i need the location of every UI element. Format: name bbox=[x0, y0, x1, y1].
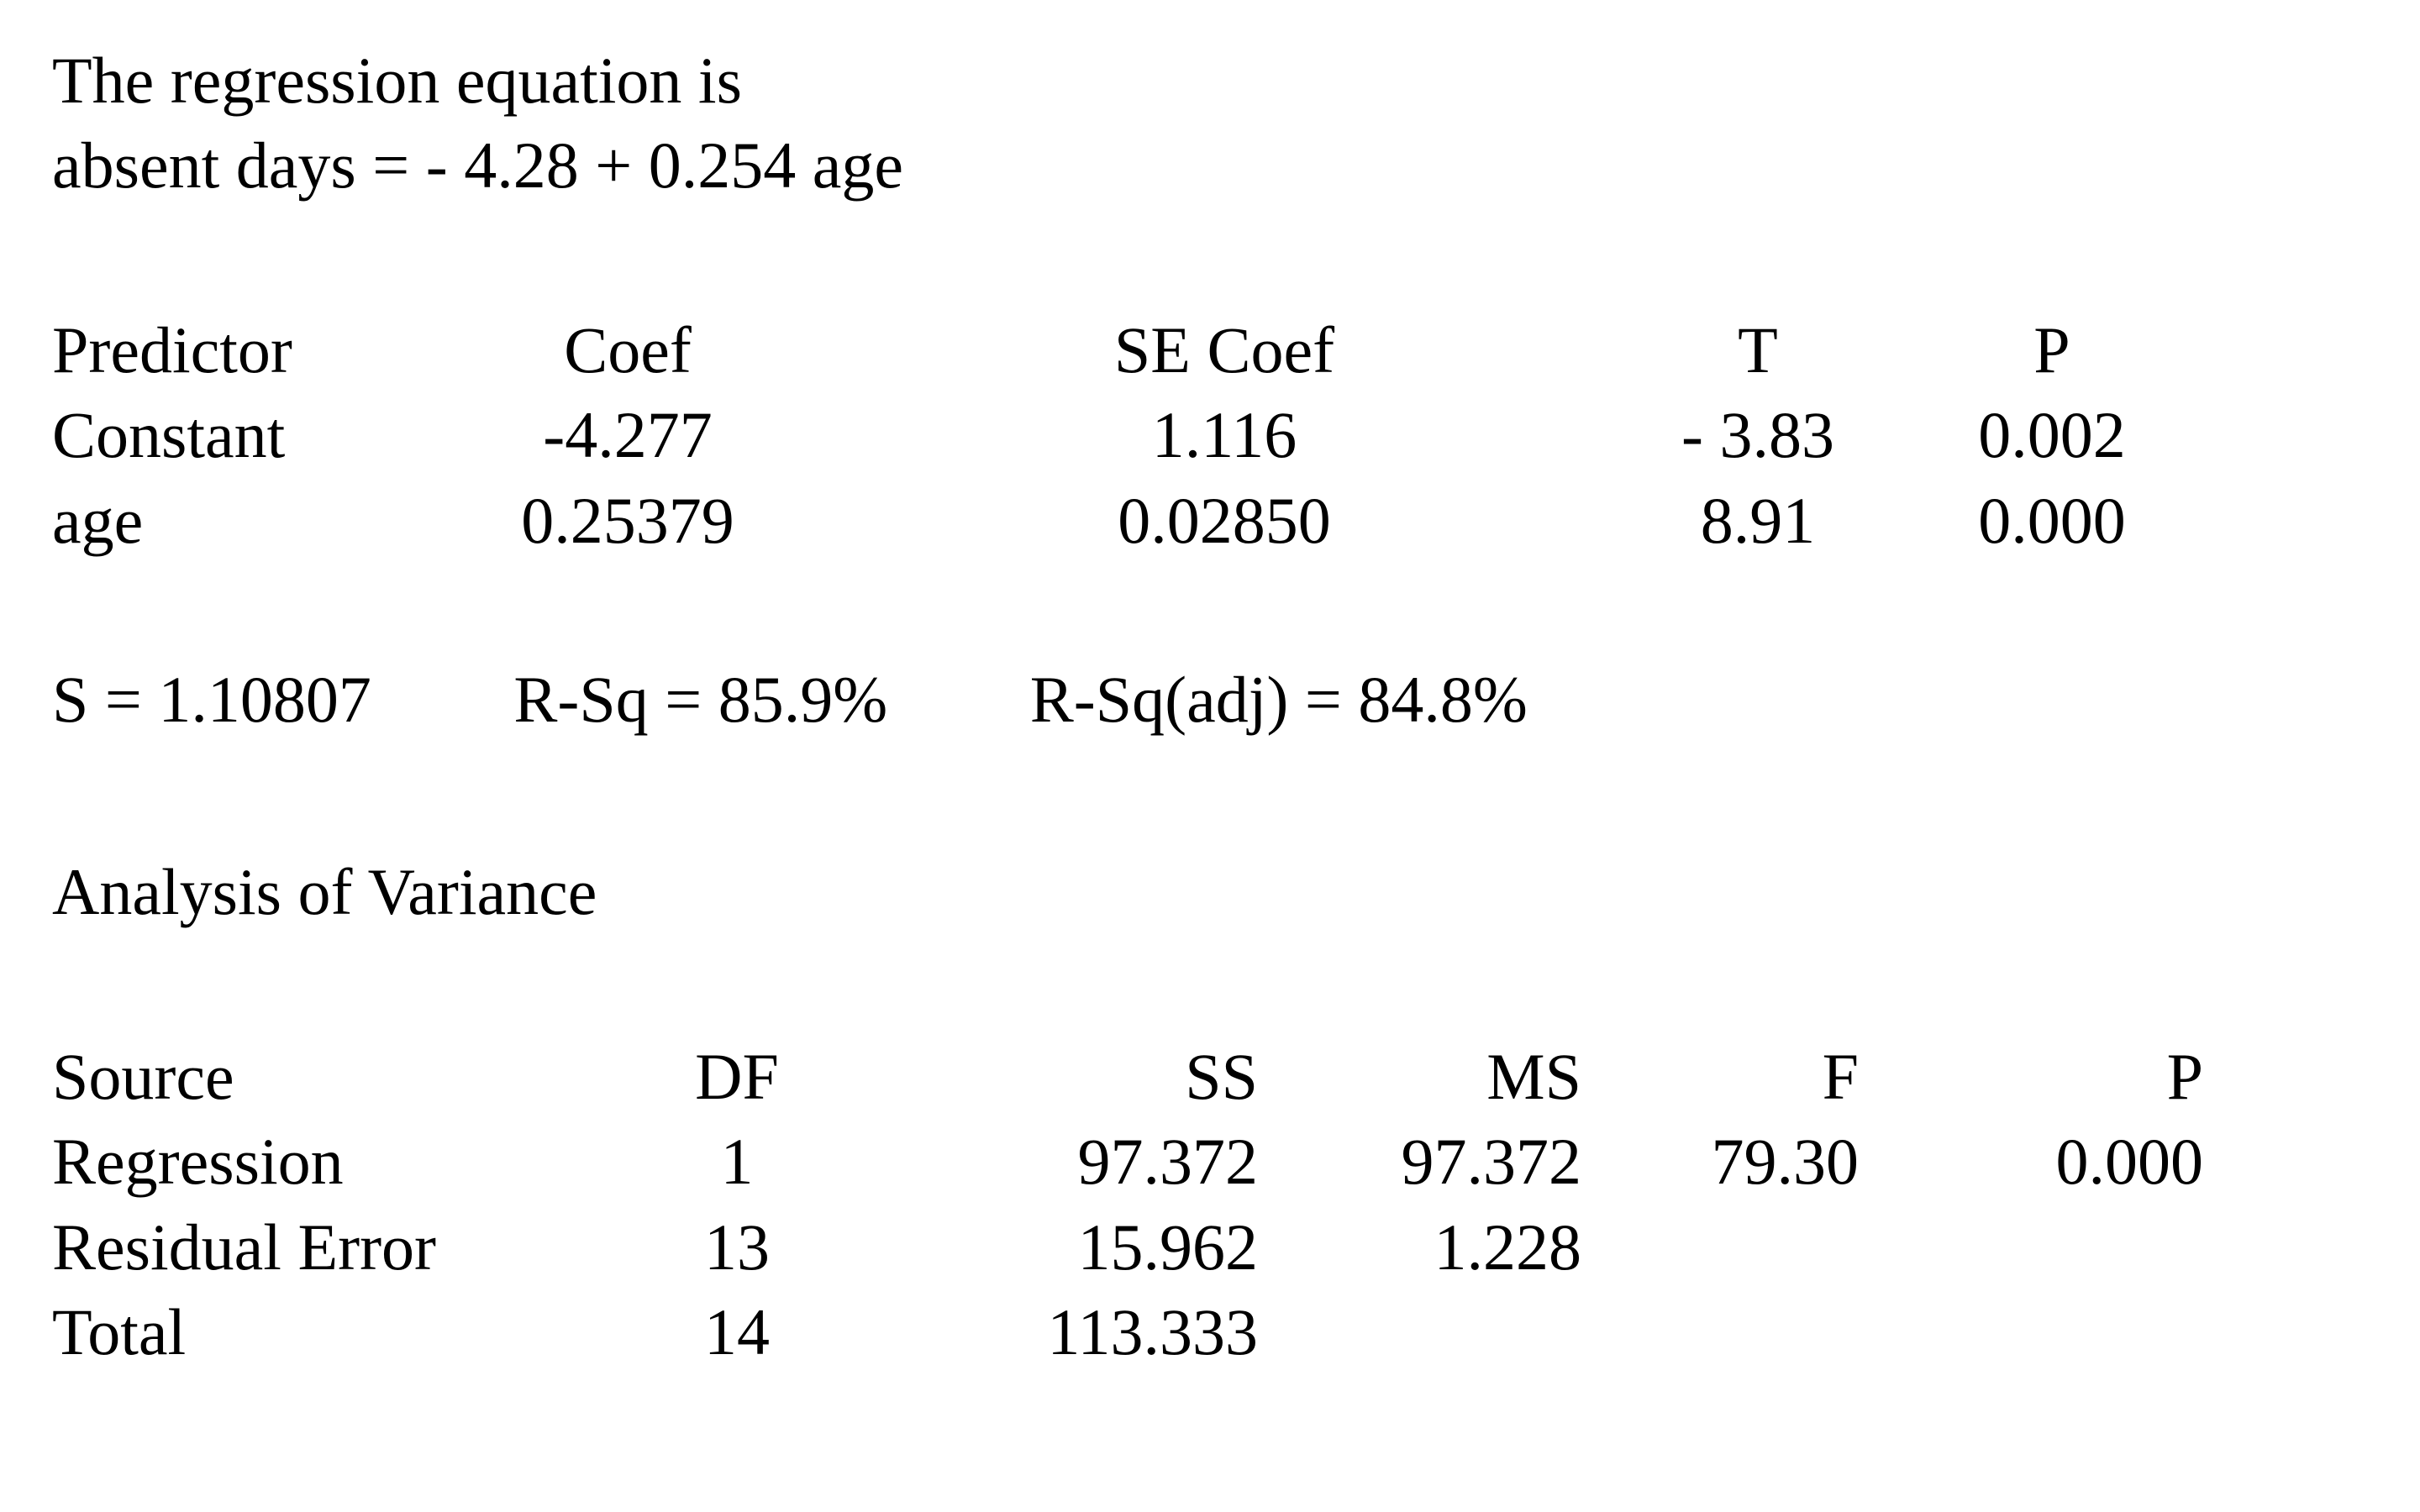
anova-header-f: F bbox=[1822, 1039, 1859, 1113]
table-row: Regression 1 97.372 97.372 79.30 0.000 bbox=[52, 1119, 2203, 1204]
anova-total-df: 14 bbox=[704, 1294, 770, 1368]
anova-regression-p: 0.000 bbox=[2055, 1125, 2204, 1199]
anova-total-p bbox=[1859, 1289, 2203, 1374]
coef-header-predictor: Predictor bbox=[52, 312, 292, 386]
coef-constant-name: Constant bbox=[52, 398, 286, 472]
anova-total-ms bbox=[1258, 1289, 1581, 1374]
anova-residual-source: Residual Error bbox=[52, 1210, 437, 1284]
coefficients-header-row: Predictor Coef SE Coef T P bbox=[52, 307, 2203, 392]
anova-header-ss: SS bbox=[1185, 1039, 1258, 1113]
anova-header-df: DF bbox=[695, 1039, 779, 1113]
anova-total-f bbox=[1581, 1289, 1859, 1374]
anova-header-p: P bbox=[2166, 1039, 2203, 1113]
table-row: Residual Error 13 15.962 1.228 bbox=[52, 1205, 2203, 1289]
coef-header-coef: Coef bbox=[564, 312, 692, 386]
anova-regression-ss: 97.372 bbox=[1077, 1125, 1259, 1199]
anova-regression-df: 1 bbox=[720, 1125, 754, 1199]
regression-equation-text: absent days = - 4.28 + 0.254 age bbox=[52, 129, 903, 202]
coef-header-p: P bbox=[2033, 312, 2070, 386]
anova-regression-ms: 97.372 bbox=[1401, 1125, 1582, 1199]
anova-header-source: Source bbox=[52, 1039, 234, 1113]
coef-age-coef: 0.25379 bbox=[521, 483, 734, 557]
coef-constant-p: 0.002 bbox=[1978, 398, 2126, 472]
regression-equation-section: The regression equation is absent days =… bbox=[52, 38, 2386, 208]
anova-title: Analysis of Variance bbox=[52, 855, 597, 929]
anova-residual-p bbox=[1859, 1205, 2203, 1289]
model-summary-r-sq-adj: R-Sq(adj) = 84.8% bbox=[1029, 662, 1528, 736]
anova-header-ms: MS bbox=[1486, 1039, 1581, 1113]
coef-header-t: T bbox=[1738, 312, 1778, 386]
coef-age-p: 0.000 bbox=[1978, 483, 2126, 557]
anova-total-source: Total bbox=[52, 1294, 187, 1368]
table-row: age 0.25379 0.02850 8.91 0.000 bbox=[52, 478, 2203, 563]
coef-constant-coef: -4.277 bbox=[543, 398, 713, 472]
table-row: Total 14 113.333 bbox=[52, 1289, 2203, 1374]
anova-total-ss: 113.333 bbox=[1047, 1294, 1258, 1368]
coef-constant-t: - 3.83 bbox=[1681, 398, 1834, 472]
anova-table: Source DF SS MS F P Regression 1 97.372 … bbox=[52, 1034, 2203, 1375]
coef-header-se-coef: SE Coef bbox=[1113, 312, 1335, 386]
anova-regression-source: Regression bbox=[52, 1125, 344, 1199]
model-summary-line: S = 1.10807 R-Sq = 85.9% R-Sq(adj) = 84.… bbox=[52, 657, 2386, 742]
coef-age-se: 0.02850 bbox=[1118, 483, 1331, 557]
table-row: Constant -4.277 1.116 - 3.83 0.002 bbox=[52, 392, 2203, 477]
coef-constant-se: 1.116 bbox=[1151, 398, 1297, 472]
anova-residual-df: 13 bbox=[704, 1210, 770, 1284]
model-summary-s: S = 1.10807 bbox=[52, 662, 371, 736]
anova-header-row: Source DF SS MS F P bbox=[52, 1034, 2203, 1119]
coef-age-name: age bbox=[52, 483, 144, 557]
anova-regression-f: 79.30 bbox=[1711, 1125, 1860, 1199]
regression-equation-header: The regression equation is bbox=[52, 44, 742, 117]
anova-section: Source DF SS MS F P Regression 1 97.372 … bbox=[52, 1034, 2386, 1375]
coefficients-table: Predictor Coef SE Coef T P Constant -4.2… bbox=[52, 307, 2203, 563]
anova-residual-ss: 15.962 bbox=[1077, 1210, 1259, 1284]
anova-residual-f bbox=[1581, 1205, 1859, 1289]
anova-residual-ms: 1.228 bbox=[1434, 1210, 1582, 1284]
model-summary-r-sq: R-Sq = 85.9% bbox=[513, 662, 888, 736]
coefficients-section: Predictor Coef SE Coef T P Constant -4.2… bbox=[52, 307, 2386, 563]
coef-age-t: 8.91 bbox=[1700, 483, 1816, 557]
